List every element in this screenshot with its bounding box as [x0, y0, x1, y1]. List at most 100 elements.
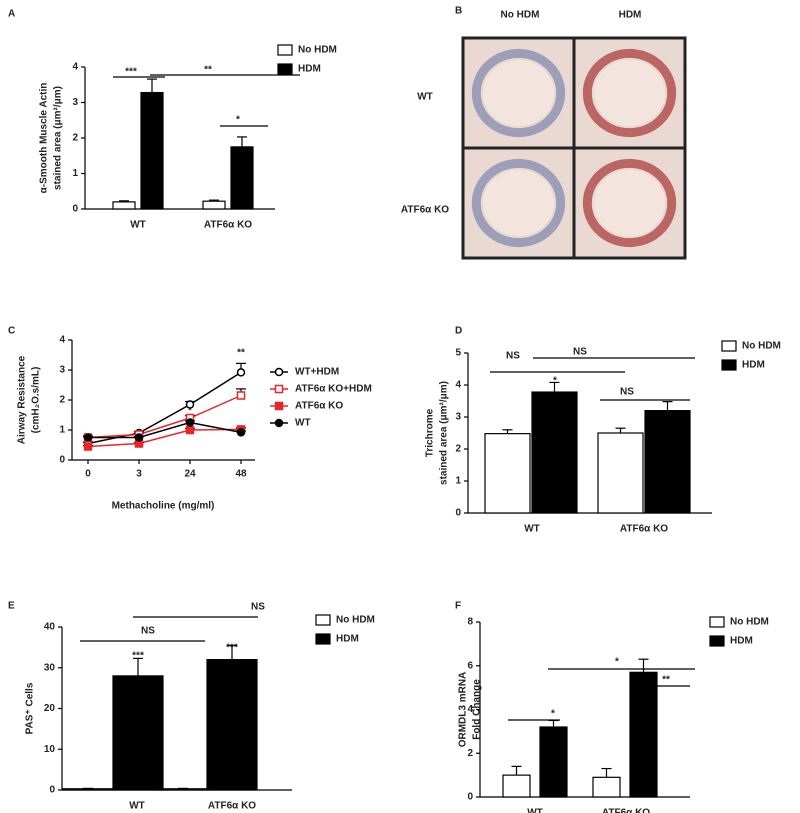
significance: NS	[573, 347, 587, 358]
legend-swatch	[709, 616, 725, 628]
legend-marker	[274, 367, 284, 377]
airway-wall	[471, 48, 566, 138]
bar	[629, 671, 658, 798]
y-tick-label: 2	[72, 133, 78, 144]
legend-label: No HDM	[730, 617, 769, 628]
legend-label: ATF6α KO+HDM	[295, 384, 372, 395]
legend-label: HDM	[742, 360, 765, 371]
point	[236, 391, 246, 400]
y-tick-label: 4	[72, 62, 78, 73]
bar	[592, 776, 621, 798]
y-tick-label: 6	[467, 660, 473, 671]
legend-swatch	[721, 340, 737, 352]
x-tick-label: 48	[235, 469, 247, 480]
row-label: WT	[417, 92, 433, 103]
point	[83, 442, 93, 451]
point	[185, 425, 195, 435]
legend-swatch	[721, 359, 737, 371]
legend-marker	[274, 418, 284, 428]
airway-lumen	[482, 170, 555, 236]
series-line	[87, 371, 242, 445]
series-line	[87, 428, 242, 448]
panel-letter: A	[8, 9, 15, 20]
bar	[484, 433, 531, 514]
bar	[597, 432, 644, 514]
y-tick-label: 10	[44, 744, 56, 755]
point	[185, 418, 195, 427]
y-tick-label: 3	[72, 97, 78, 108]
y-tick-label: 3	[59, 365, 65, 376]
y-axis-label: Fold Change	[472, 679, 483, 740]
y-tick-label: 0	[59, 455, 65, 466]
legend-label: WT+HDM	[295, 367, 339, 378]
legend-label: No HDM	[336, 615, 375, 626]
significance: **	[662, 675, 670, 686]
panel-letter: B	[455, 6, 462, 17]
y-tick-label: 1	[72, 168, 78, 179]
legend-label: HDM	[298, 64, 321, 75]
y-axis-label: Airway Resistance	[17, 355, 28, 444]
significance: *	[236, 115, 240, 126]
significance: **	[237, 348, 245, 359]
y-tick-label: 3	[455, 412, 461, 423]
significance: **	[204, 65, 212, 76]
y-tick-label: 4	[467, 704, 473, 715]
point	[236, 428, 246, 437]
x-tick-label: 3	[136, 469, 142, 480]
significance: *	[188, 406, 192, 417]
legend-swatch	[709, 635, 725, 647]
y-tick-label: 4	[59, 335, 65, 346]
legend-label: HDM	[336, 634, 359, 645]
significance: NS	[620, 387, 634, 398]
y-axis-label: stained area (μm²/μm)	[439, 381, 450, 485]
legend-swatch	[315, 614, 331, 626]
significance: *	[553, 376, 557, 387]
legend-marker	[274, 384, 284, 394]
bar	[112, 201, 136, 210]
y-tick-label: 5	[455, 348, 461, 359]
x-tick-label: WT	[129, 801, 145, 812]
panel-letter: F	[455, 601, 461, 612]
significance: NS	[506, 351, 520, 362]
legend-label: No HDM	[742, 341, 781, 352]
y-tick-label: 0	[455, 508, 461, 519]
y-tick-label: 2	[467, 748, 473, 759]
airway-wall	[582, 158, 677, 248]
legend-label: No HDM	[298, 45, 337, 56]
y-tick-label: 1	[455, 476, 461, 487]
legend-swatch	[315, 633, 331, 645]
point	[134, 433, 144, 442]
legend-label: HDM	[730, 636, 753, 647]
x-tick-label: ATF6α KO	[602, 808, 650, 813]
legend-label: ATF6α KO	[295, 401, 343, 412]
y-tick-label: 8	[467, 617, 473, 628]
significance: NS	[251, 602, 265, 613]
bar	[230, 146, 254, 210]
significance: NS	[141, 626, 155, 637]
y-tick-label: 0	[467, 792, 473, 803]
x-tick-label: ATF6α KO	[208, 801, 256, 812]
significance: ***	[132, 651, 144, 662]
y-tick-label: 0	[72, 204, 78, 215]
bar	[112, 675, 164, 791]
x-tick-label: ATF6α KO	[204, 220, 252, 231]
y-axis-label: (cmH₂O.s/mL)	[31, 367, 42, 434]
y-axis-label: ORMDL3 mRNA	[458, 672, 469, 748]
airway-wall	[582, 48, 677, 138]
y-tick-label: 2	[455, 444, 461, 455]
panel-letter: D	[455, 326, 462, 337]
x-tick-label: 24	[184, 469, 196, 480]
significance: *	[615, 657, 619, 668]
y-axis-label: stained area (μm²/μm)	[53, 86, 64, 190]
legend-label: WT	[295, 418, 311, 429]
x-tick-label: 0	[85, 469, 91, 480]
y-tick-label: 4	[455, 380, 461, 391]
panel-letter: C	[8, 326, 15, 337]
bar	[531, 391, 578, 514]
bar	[140, 91, 164, 210]
airway-wall	[471, 158, 566, 248]
legend-swatch	[277, 44, 293, 56]
x-tick-label: WT	[130, 220, 146, 231]
y-tick-label: 30	[44, 662, 56, 673]
